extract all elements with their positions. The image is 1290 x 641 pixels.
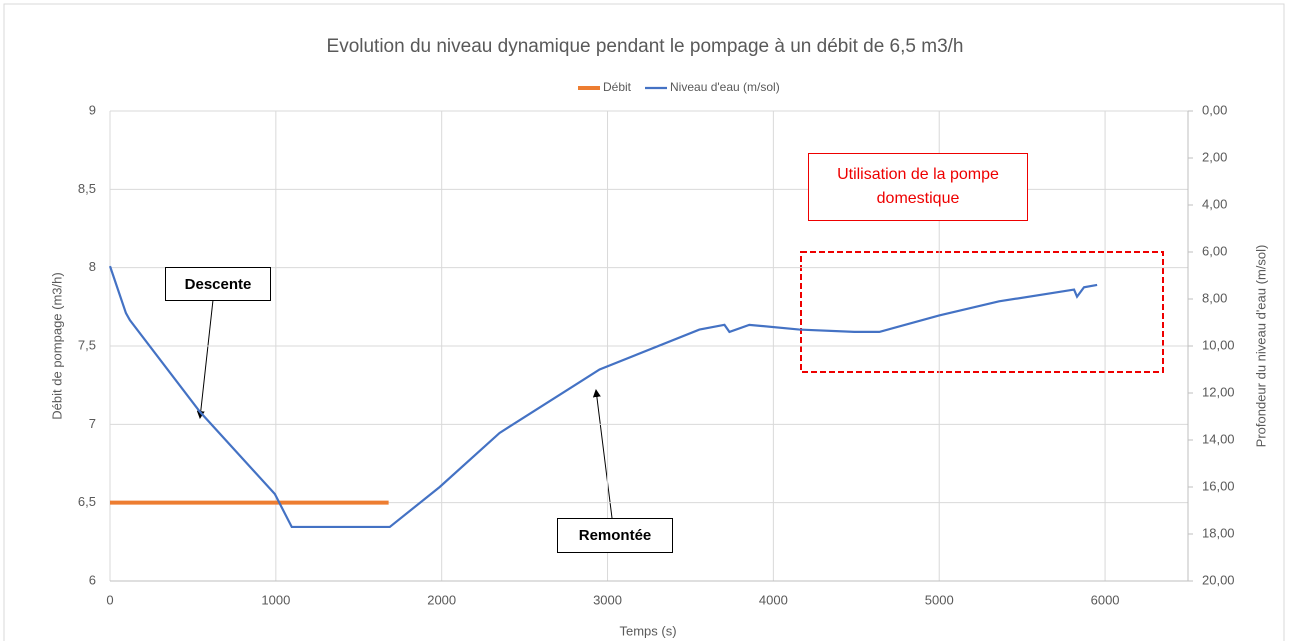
x-tick-label: 3000 — [593, 592, 622, 607]
highlight-box — [800, 251, 1164, 373]
y2-tick-label: 14,00 — [1202, 431, 1235, 446]
y2-tick-label: 6,00 — [1202, 243, 1227, 258]
x-tick-label: 6000 — [1091, 592, 1120, 607]
arrow — [196, 299, 214, 419]
y-tick-label: 7,5 — [78, 337, 96, 352]
x-tick-label: 1000 — [261, 592, 290, 607]
x-axis-title: Temps (s) — [619, 623, 676, 638]
y-tick-label: 9 — [89, 102, 96, 117]
y2-tick-label: 12,00 — [1202, 384, 1235, 399]
y2-axis-title: Profondeur du niveau d'eau (m/sol) — [1253, 245, 1268, 448]
y2-tick-label: 2,00 — [1202, 149, 1227, 164]
y2-tick-label: 0,00 — [1202, 102, 1227, 117]
x-tick-label: 2000 — [427, 592, 456, 607]
x-tick-label: 4000 — [759, 592, 788, 607]
y-axis-title: Débit de pompage (m3/h) — [49, 272, 64, 419]
y2-tick-label: 8,00 — [1202, 290, 1227, 305]
arrow — [592, 389, 613, 519]
x-tick-label: 5000 — [925, 592, 954, 607]
y-tick-label: 8,5 — [78, 181, 96, 196]
y-tick-label: 6 — [89, 572, 96, 587]
x-tick-label: 0 — [106, 592, 113, 607]
y2-tick-label: 4,00 — [1202, 196, 1227, 211]
y2-tick-label: 20,00 — [1202, 572, 1235, 587]
series-line — [108, 265, 1098, 529]
annotation: Utilisation de la pompe domestique — [808, 153, 1028, 221]
annotation: Descente — [165, 267, 271, 301]
y-tick-label: 6,5 — [78, 494, 96, 509]
y-tick-label: 8 — [89, 259, 96, 274]
legend-label: Niveau d'eau (m/sol) — [670, 80, 780, 94]
y-tick-label: 7 — [89, 416, 96, 431]
chart-title: Evolution du niveau dynamique pendant le… — [327, 36, 964, 57]
legend-label: Débit — [603, 80, 632, 94]
y2-tick-label: 10,00 — [1202, 337, 1235, 352]
y2-tick-label: 18,00 — [1202, 525, 1235, 540]
y2-tick-label: 16,00 — [1202, 478, 1235, 493]
annotation: Remontée — [557, 518, 673, 553]
